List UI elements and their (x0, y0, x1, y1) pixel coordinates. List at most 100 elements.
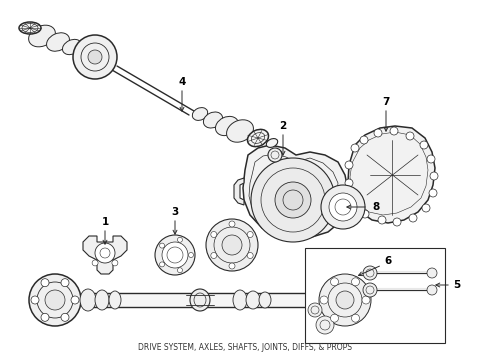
Circle shape (268, 148, 282, 162)
Circle shape (427, 268, 437, 278)
Ellipse shape (247, 129, 269, 147)
Ellipse shape (62, 39, 81, 55)
Circle shape (350, 196, 358, 204)
Circle shape (351, 278, 360, 286)
Text: 4: 4 (178, 77, 186, 87)
Circle shape (409, 214, 417, 222)
Circle shape (378, 216, 386, 224)
Circle shape (345, 161, 353, 169)
Circle shape (275, 182, 311, 218)
Circle shape (45, 290, 65, 310)
Circle shape (251, 158, 335, 242)
Circle shape (95, 243, 115, 263)
Circle shape (29, 274, 81, 326)
Circle shape (362, 296, 370, 304)
Text: 8: 8 (372, 202, 380, 212)
Ellipse shape (233, 290, 247, 310)
Ellipse shape (80, 289, 96, 311)
Circle shape (336, 296, 343, 303)
Circle shape (393, 218, 401, 226)
Circle shape (390, 127, 398, 135)
Text: 1: 1 (101, 217, 109, 227)
Circle shape (429, 189, 437, 197)
Circle shape (357, 302, 365, 310)
Polygon shape (348, 126, 435, 223)
Circle shape (92, 260, 98, 266)
Circle shape (336, 273, 343, 280)
Ellipse shape (76, 46, 92, 58)
Ellipse shape (246, 291, 260, 309)
Circle shape (31, 296, 39, 304)
Ellipse shape (216, 116, 239, 136)
Circle shape (88, 50, 102, 64)
Circle shape (71, 296, 79, 304)
Circle shape (61, 313, 69, 321)
Circle shape (427, 285, 437, 295)
Circle shape (211, 231, 217, 238)
Circle shape (308, 303, 322, 317)
Polygon shape (83, 236, 127, 274)
Circle shape (160, 262, 165, 267)
Ellipse shape (28, 25, 55, 47)
Circle shape (336, 291, 354, 309)
Ellipse shape (226, 120, 253, 142)
Ellipse shape (95, 290, 109, 310)
Circle shape (177, 237, 182, 242)
Circle shape (321, 185, 365, 229)
Circle shape (162, 242, 188, 268)
Circle shape (406, 132, 414, 140)
Circle shape (61, 279, 69, 287)
Circle shape (330, 314, 339, 322)
Circle shape (73, 35, 117, 79)
Circle shape (247, 231, 253, 238)
Circle shape (346, 279, 364, 297)
Ellipse shape (203, 112, 222, 128)
Ellipse shape (259, 292, 271, 308)
Circle shape (41, 279, 49, 287)
Circle shape (211, 252, 217, 258)
Circle shape (427, 155, 435, 163)
Circle shape (155, 235, 195, 275)
Circle shape (357, 266, 365, 274)
Circle shape (374, 129, 382, 137)
Text: DRIVE SYSTEM, AXLES, SHAFTS, JOINTS, DIFFS, & PROPS: DRIVE SYSTEM, AXLES, SHAFTS, JOINTS, DIF… (138, 343, 352, 352)
Circle shape (351, 314, 360, 322)
Ellipse shape (109, 291, 121, 309)
Circle shape (316, 316, 334, 334)
Ellipse shape (190, 289, 210, 311)
Circle shape (112, 260, 118, 266)
Circle shape (420, 141, 428, 149)
Circle shape (345, 179, 353, 187)
Text: 6: 6 (384, 256, 392, 266)
Bar (305, 248, 445, 343)
Circle shape (430, 172, 438, 180)
Circle shape (160, 243, 165, 248)
Ellipse shape (192, 108, 208, 120)
Circle shape (229, 221, 235, 227)
Circle shape (331, 264, 379, 312)
Circle shape (222, 235, 242, 255)
Circle shape (363, 283, 377, 297)
Circle shape (247, 252, 253, 258)
Text: 2: 2 (279, 121, 287, 131)
Circle shape (41, 313, 49, 321)
Ellipse shape (47, 33, 70, 51)
Ellipse shape (19, 22, 41, 34)
Circle shape (189, 252, 194, 257)
Circle shape (206, 219, 258, 271)
Circle shape (361, 210, 369, 218)
Circle shape (229, 263, 235, 269)
Circle shape (329, 193, 357, 221)
Polygon shape (243, 145, 348, 238)
Circle shape (422, 204, 430, 212)
Circle shape (351, 144, 359, 152)
Circle shape (330, 278, 339, 286)
Circle shape (370, 284, 377, 292)
Text: 3: 3 (172, 207, 179, 217)
Polygon shape (234, 178, 244, 205)
Circle shape (360, 136, 368, 144)
Ellipse shape (266, 139, 278, 148)
Circle shape (177, 268, 182, 273)
Text: 5: 5 (453, 280, 461, 290)
Circle shape (319, 274, 371, 326)
